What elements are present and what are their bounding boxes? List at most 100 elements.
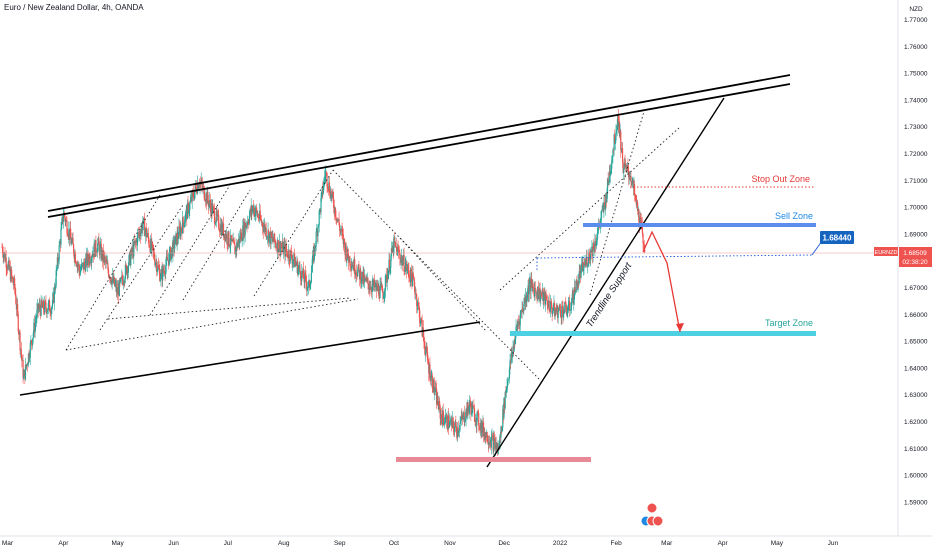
candle-body — [294, 262, 296, 268]
candle-body — [101, 249, 103, 259]
candle-body — [299, 265, 301, 272]
candle-body — [575, 280, 577, 293]
candle-body — [397, 247, 399, 249]
candle-body — [140, 229, 142, 237]
candle-body — [225, 233, 227, 240]
candle-body — [197, 183, 199, 193]
candle-body — [351, 265, 353, 267]
event-icons[interactable] — [640, 502, 664, 527]
candle-body — [524, 297, 526, 303]
candle-body — [136, 234, 139, 246]
candle-body — [44, 301, 46, 303]
candle-body — [15, 294, 17, 304]
candle-body — [116, 287, 118, 293]
candle-body — [177, 238, 179, 239]
candle-body — [333, 198, 335, 208]
candle-body — [604, 203, 606, 209]
candle-body — [564, 301, 566, 304]
candle-body — [495, 443, 497, 450]
candle-body — [520, 311, 522, 314]
candle-body — [304, 272, 306, 283]
candle-body — [210, 205, 212, 215]
candle-body — [532, 283, 534, 288]
candle-body — [27, 353, 30, 365]
time-tick-label: Sep — [334, 540, 346, 547]
candle-body — [578, 281, 580, 284]
candle-body — [269, 231, 272, 245]
candle-body — [174, 236, 176, 245]
candle-body — [51, 306, 53, 309]
candle-body — [205, 193, 207, 202]
candle-body — [436, 396, 438, 405]
candle-body — [124, 279, 126, 283]
candle-body — [167, 259, 169, 261]
candle-body — [564, 301, 566, 313]
candle-body — [7, 263, 9, 270]
candle-body — [160, 269, 163, 273]
candle-body — [435, 388, 438, 405]
candle-body — [525, 295, 527, 303]
candle-body — [219, 230, 221, 232]
candle-body — [383, 295, 385, 299]
candle-body — [624, 164, 627, 168]
candle-body — [612, 150, 615, 151]
candle-body — [212, 206, 214, 208]
candle-body — [277, 239, 279, 252]
candle-body — [510, 360, 512, 364]
candle-body — [407, 265, 409, 271]
candle-body — [427, 360, 429, 365]
time-tick-label: May — [111, 540, 124, 547]
candle-body — [555, 310, 557, 312]
candle-body — [23, 375, 25, 379]
candle-body — [2, 247, 4, 254]
candle-body — [24, 370, 26, 380]
price-tag-box[interactable] — [820, 231, 854, 244]
candle-body — [555, 310, 557, 311]
candle-body — [209, 199, 211, 206]
candle-body — [302, 268, 304, 275]
candle-body — [60, 222, 63, 230]
candle-body — [565, 309, 568, 315]
candle-body — [237, 238, 240, 244]
candle-body — [644, 250, 646, 252]
candle-body — [445, 414, 447, 417]
candle-body — [12, 282, 15, 286]
candle-body — [343, 239, 346, 246]
candle-body — [262, 222, 264, 228]
time-axis[interactable]: Mar Apr May Jun Jul Aug Sep Oct Nov Dec 2022 Feb Mar… — [2, 540, 839, 547]
candle-body — [621, 148, 623, 153]
candle-body — [147, 233, 149, 239]
candle-body — [62, 215, 64, 222]
candle-body — [619, 131, 621, 137]
candle-body — [17, 313, 19, 332]
time-tick-label: Mar — [661, 540, 673, 547]
candle-body — [117, 287, 119, 295]
candle-body — [451, 418, 453, 427]
candle-body — [82, 262, 84, 265]
candle-body — [156, 269, 158, 273]
candle-body — [603, 202, 605, 212]
sell-entry-line — [536, 254, 813, 259]
candle-body — [314, 245, 316, 249]
candle-body — [172, 239, 175, 241]
candle-body — [620, 131, 622, 151]
candle-body — [159, 269, 161, 281]
candle-body — [449, 420, 452, 422]
candle-body — [586, 257, 588, 267]
candle-body — [376, 284, 379, 291]
candle-body — [154, 262, 157, 266]
price-axis[interactable]: 1.77000 1.76000 1.75000 1.74000 1.73000 1.720… — [904, 17, 928, 506]
candle-body — [275, 242, 277, 247]
candle-body — [310, 282, 312, 285]
candle-body — [113, 277, 116, 286]
candle-body — [245, 223, 247, 228]
candle-body — [377, 285, 379, 291]
candle-body — [508, 378, 510, 381]
candle-body — [418, 306, 420, 310]
candle-body — [478, 426, 480, 429]
candle-body — [237, 243, 239, 248]
price-tick-label: 1.74000 — [904, 97, 928, 104]
candle-body — [203, 186, 205, 200]
candle-body — [14, 287, 16, 295]
